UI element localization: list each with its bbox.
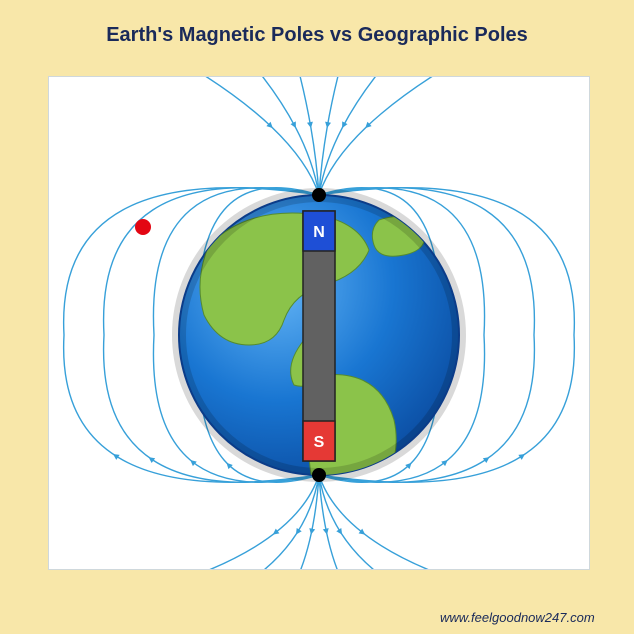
diagram-panel: NS xyxy=(48,76,590,570)
magnet-s-label: S xyxy=(314,434,325,451)
footer-credit: www.feelgoodnow247.com xyxy=(440,610,595,625)
magnet-n-label: N xyxy=(313,224,325,241)
south-pole-dot xyxy=(312,468,326,482)
bar-magnet: NS xyxy=(303,211,335,461)
field-indicator-dot xyxy=(135,219,151,235)
page-title: Earth's Magnetic Poles vs Geographic Pol… xyxy=(0,0,634,47)
north-pole-dot xyxy=(312,188,326,202)
diagram-svg: NS xyxy=(49,77,589,569)
